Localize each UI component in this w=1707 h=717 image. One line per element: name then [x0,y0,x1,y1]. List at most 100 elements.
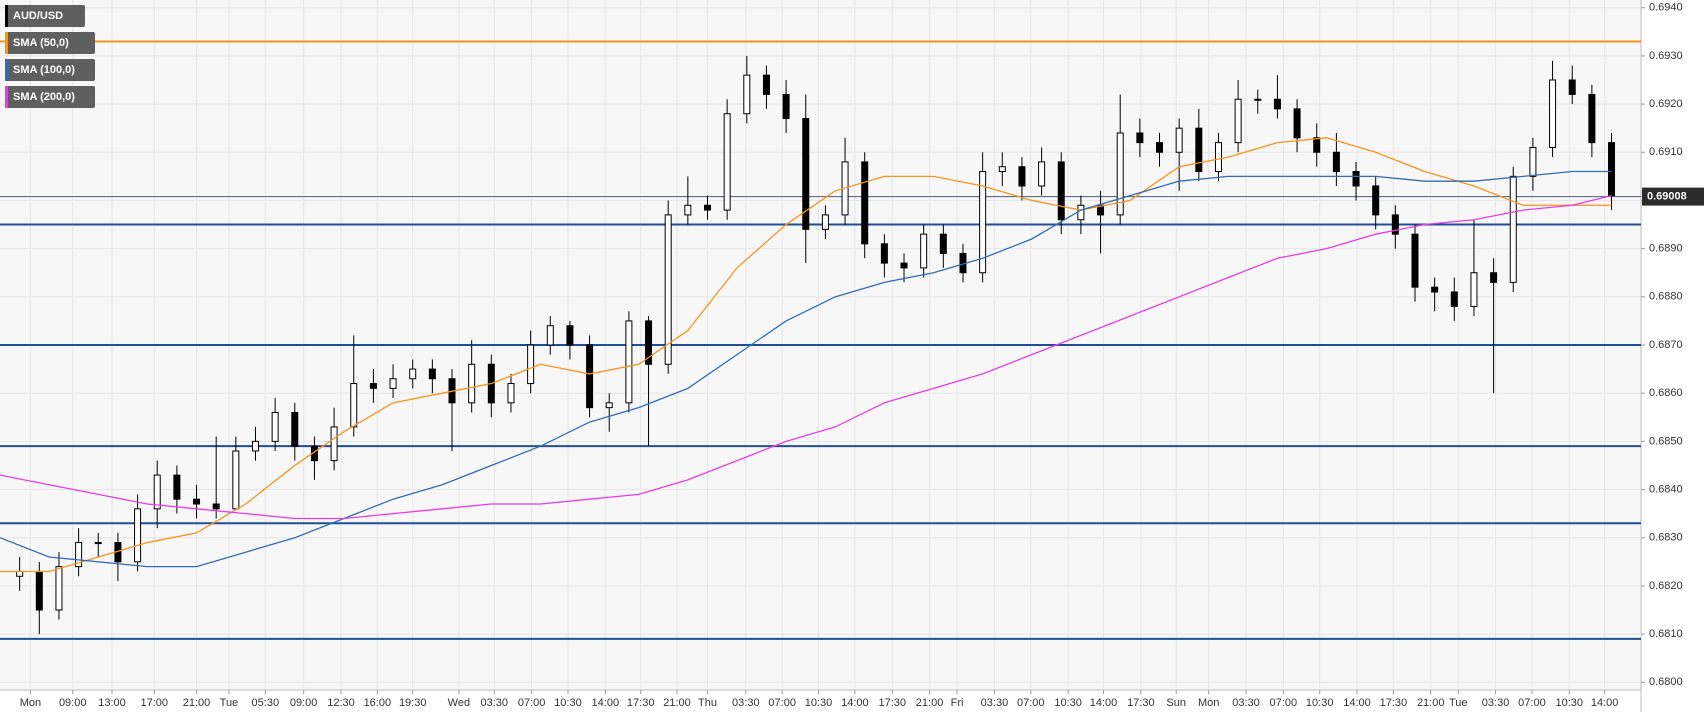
x-tick-label: Thu [698,697,717,709]
x-tick-label: Wed [448,697,470,709]
candle-body [271,411,279,442]
y-tick-label: 0.6890 [1649,243,1683,255]
x-tick-label: 07:00 [1017,697,1045,709]
candle-body [1490,272,1498,283]
current-price-label: 0.69008 [1647,190,1687,202]
candle-body [920,233,928,269]
x-tick-label: 10:30 [554,697,582,709]
x-tick-label: Tue [1449,697,1468,709]
candle-body [664,214,672,365]
candle-body [1038,161,1046,187]
x-tick-label: 03:30 [1482,697,1510,709]
candle-body [55,566,63,611]
x-tick-label: 17:00 [141,697,169,709]
x-tick-label: 17:30 [878,697,906,709]
levels [0,40,1641,640]
candle-body [94,542,102,545]
current-price-box [1642,187,1704,206]
x-tick-label: 07:00 [768,697,796,709]
x-tick-label: 14:00 [592,697,620,709]
candle-body [684,204,692,216]
x-tick-label: Mon [20,697,41,709]
y-tick-label: 0.6860 [1649,387,1683,399]
legend-label: SMA (200,0) [13,91,75,103]
x-tick-label: 12:30 [327,697,355,709]
x-tick-label: 03:30 [732,697,760,709]
marks [0,55,1616,635]
candle-body [1116,132,1124,216]
candle-body [645,320,653,365]
candle-body [134,508,142,563]
x-tick-label: 14:00 [1591,697,1619,709]
sma-line [0,170,1612,568]
candle-body [1254,98,1262,101]
sma-line [0,194,1612,520]
candle-body [1391,214,1399,235]
candle-body [586,344,594,409]
x-tick-label: 14:00 [841,697,869,709]
legend-swatch [5,5,8,27]
candle-body [1077,204,1085,221]
x-tick-label: 03:30 [1232,697,1260,709]
candle-body [468,363,476,404]
sma-line [0,137,1612,573]
candle-body [173,474,181,500]
x-tick-label: 10:30 [1054,697,1082,709]
x-tick-label: 17:30 [627,697,655,709]
legend-swatch [5,59,8,81]
candle-body [1588,93,1596,144]
x-tick-label: 21:00 [1417,697,1445,709]
candle-body [1293,108,1301,139]
candle-body [1372,185,1380,216]
candle-body [232,450,240,510]
legend-swatch [5,32,8,54]
labels: 0.6800 0.6810 0.6820 0.6830 0.6840 0.6850 0.68… [20,2,1704,709]
x-tick-label: Mon [1198,697,1219,709]
candle-body [1097,204,1105,216]
candle-body [979,171,987,274]
candle-body [762,74,770,95]
candle-body [1352,171,1360,187]
candle-body [1450,291,1458,307]
y-tick-label: 0.6820 [1649,580,1683,592]
candle-body [723,113,731,211]
y-tick-label: 0.6910 [1649,146,1683,158]
candle-body [409,368,417,380]
y-tick-label: 0.6800 [1649,676,1683,688]
y-tick-label: 0.6850 [1649,435,1683,447]
candle-body [1431,286,1439,293]
x-tick-label: 14:00 [1090,697,1118,709]
legend-box [5,59,95,81]
candle-body [1411,233,1419,288]
x-tick-label: 09:00 [59,697,87,709]
x-tick-label: 21:00 [916,697,944,709]
candle-body [1549,79,1557,148]
candle-body [1234,98,1242,144]
legend-label: AUD/USD [13,10,63,22]
candle-body [350,383,358,428]
x-tick-label: 10:30 [1306,697,1334,709]
candle-body [782,93,790,120]
candle-body [566,325,574,346]
candle-body [743,74,751,115]
legend-label: SMA (100,0) [13,64,75,76]
x-tick-label: 14:00 [1343,697,1371,709]
candle-body [1057,161,1065,221]
candle-body [1470,272,1478,307]
legend-box [5,32,95,54]
y-tick-label: 0.6940 [1649,2,1683,14]
candle-body [546,325,554,346]
candle-body [900,262,908,269]
x-tick-label: Fri [951,697,964,709]
candle-body [1529,146,1537,177]
candle-body [428,368,436,380]
x-tick-label: 07:00 [1270,697,1298,709]
x-tick-label: 21:00 [663,697,691,709]
candle-body [605,402,613,409]
candle-body [75,542,83,568]
x-tick-label: 16:00 [364,697,392,709]
candle-body [1195,127,1203,173]
legend-label: SMA (50,0) [13,37,69,49]
candle-body [1313,137,1321,153]
